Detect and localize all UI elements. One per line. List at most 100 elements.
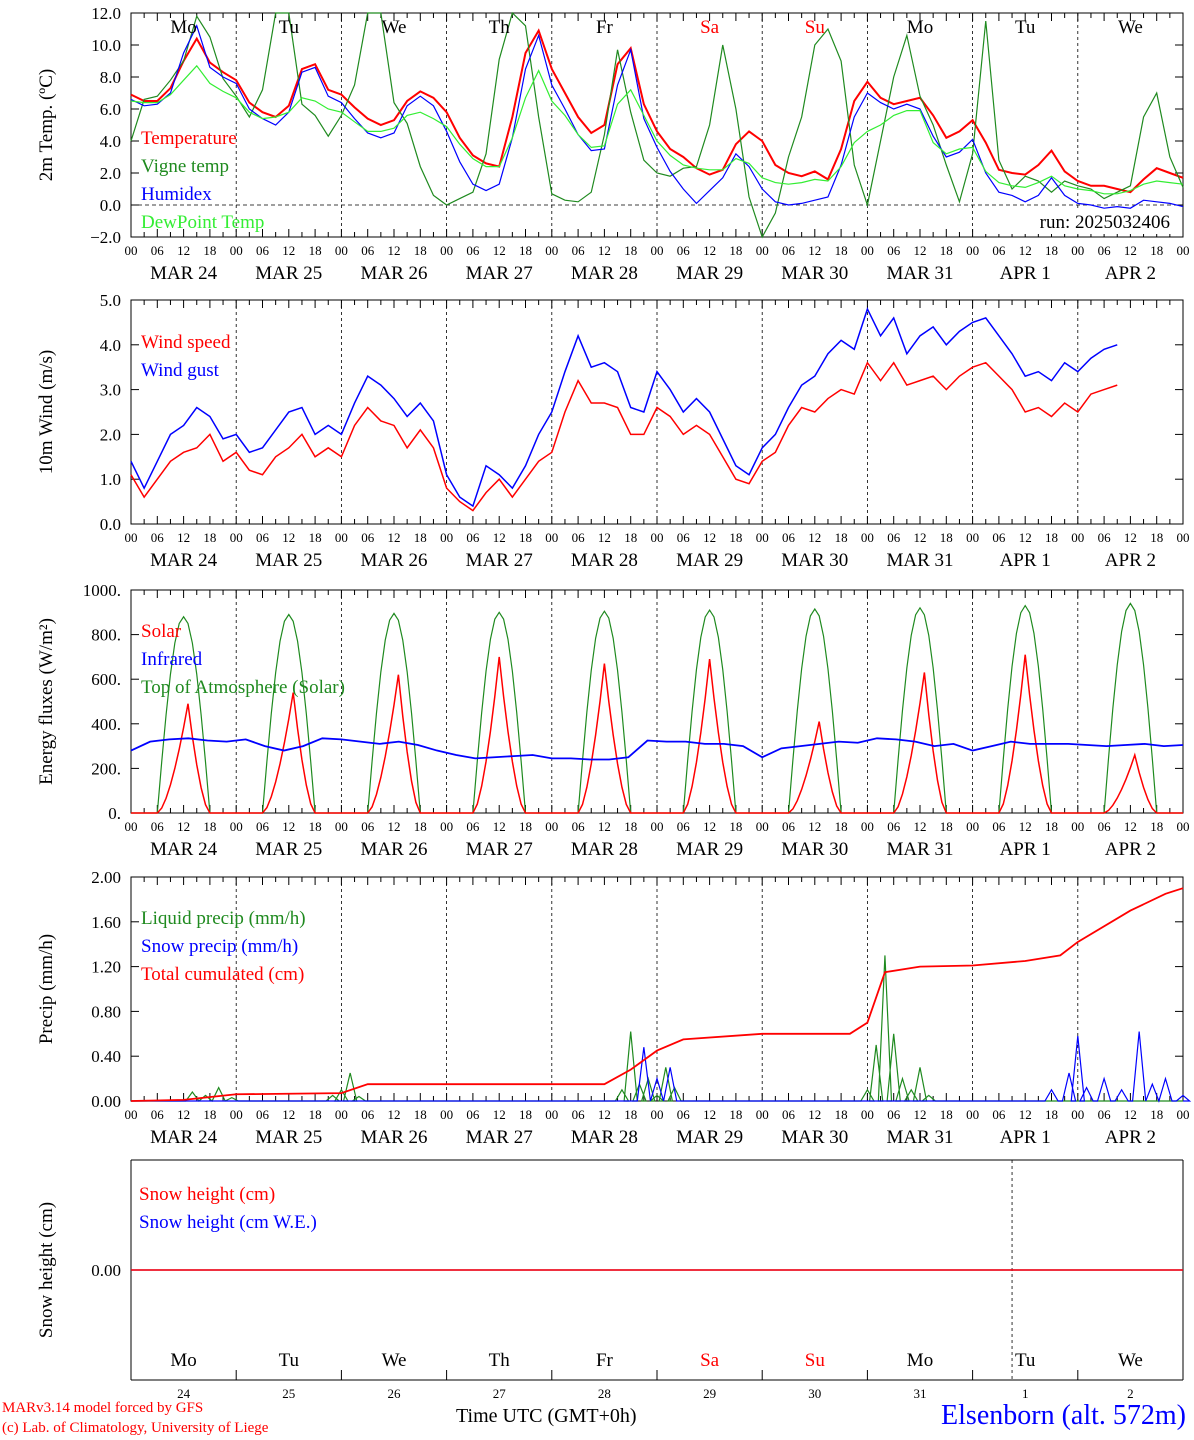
weekday-label: We [382, 17, 407, 38]
hour-tick-label: 12 [914, 819, 927, 834]
hour-tick-label: 18 [1150, 819, 1163, 834]
hour-tick-label: 12 [703, 530, 716, 545]
hour-tick-label: 12 [914, 243, 927, 258]
date-label: MAR 28 [571, 550, 638, 571]
series-line-infrared [130, 737, 1184, 761]
legend-entry: Liquid precip (mm/h) [141, 908, 306, 929]
weekday-label: Tu [1015, 17, 1036, 38]
hour-tick-label: 00 [966, 530, 979, 545]
hour-tick-label: 00 [861, 530, 874, 545]
hour-tick-label: 06 [887, 819, 901, 834]
y-tick-label: 4.0 [100, 132, 121, 151]
hour-tick-label: 18 [414, 1107, 427, 1122]
hour-tick-label: 12 [388, 243, 401, 258]
hour-tick-label: 00 [1177, 1107, 1190, 1122]
hour-tick-label: 00 [756, 819, 769, 834]
hour-tick-label: 06 [887, 243, 901, 258]
hour-tick-label: 06 [992, 530, 1006, 545]
hour-tick-label: 18 [1045, 819, 1058, 834]
hour-tick-label: 12 [282, 243, 295, 258]
date-label: MAR 26 [360, 839, 427, 860]
hour-tick-label: 12 [1124, 243, 1137, 258]
legend-entry: Snow height (cm W.E.) [139, 1212, 317, 1233]
hour-tick-label: 00 [440, 530, 453, 545]
hour-tick-label: 00 [1071, 530, 1084, 545]
hour-tick-label: 18 [835, 819, 848, 834]
weekday-label: Fr [596, 17, 614, 38]
weekday-label: Mo [907, 1350, 933, 1371]
series-line-liquid-precip [131, 955, 1183, 1102]
day-number: 2 [1127, 1386, 1134, 1401]
date-label: MAR 29 [676, 1127, 743, 1148]
date-label: MAR 26 [360, 1127, 427, 1148]
x-axis-title: Time UTC (GMT+0h) [456, 1405, 637, 1427]
hour-tick-label: 06 [992, 243, 1006, 258]
hour-tick-label: 00 [651, 530, 664, 545]
hour-tick-label: 06 [466, 819, 480, 834]
hour-tick-label: 12 [598, 1107, 611, 1122]
hour-tick-label: 06 [677, 1107, 691, 1122]
hour-tick-label: 18 [1045, 530, 1058, 545]
hour-tick-label: 00 [335, 819, 348, 834]
hour-tick-label: 06 [151, 819, 165, 834]
hour-tick-label: 12 [703, 243, 716, 258]
y-tick-label: 0.0 [100, 515, 121, 534]
hour-tick-label: 18 [624, 243, 637, 258]
weekday-label: Tu [279, 1350, 300, 1371]
hour-tick-label: 18 [835, 243, 848, 258]
hour-tick-label: 06 [782, 530, 796, 545]
date-label: MAR 25 [255, 550, 322, 571]
hour-tick-label: 06 [466, 243, 480, 258]
date-label: MAR 31 [886, 263, 953, 284]
hour-tick-label: 00 [651, 1107, 664, 1122]
hour-tick-label: 06 [677, 243, 691, 258]
day-number: 29 [703, 1386, 716, 1401]
hour-tick-label: 12 [1124, 1107, 1137, 1122]
date-label: APR 1 [1000, 839, 1051, 860]
hour-tick-label: 06 [1098, 819, 1112, 834]
y-tick-label: 0. [108, 804, 121, 823]
hour-tick-label: 18 [624, 819, 637, 834]
hour-tick-label: 00 [1177, 819, 1190, 834]
hour-tick-label: 06 [992, 819, 1006, 834]
legend-entry: Top of Atmosphere (Solar) [141, 677, 345, 698]
y-tick-label: 0.00 [91, 1261, 121, 1280]
hour-tick-label: 18 [203, 530, 216, 545]
legend-entry: Wind gust [141, 360, 220, 381]
date-label: MAR 29 [676, 550, 743, 571]
y-axis-label: 10m Wind (m/s) [36, 350, 57, 475]
hour-tick-label: 18 [519, 819, 532, 834]
date-label: APR 1 [1000, 550, 1051, 571]
series-line-snow-precip [131, 1031, 1192, 1103]
hour-tick-label: 06 [1098, 530, 1112, 545]
hour-tick-label: 00 [125, 1107, 138, 1122]
hour-tick-label: 00 [1177, 243, 1190, 258]
date-label: MAR 29 [676, 839, 743, 860]
hour-tick-label: 18 [729, 530, 742, 545]
hour-tick-label: 00 [756, 1107, 769, 1122]
hour-tick-label: 00 [545, 243, 558, 258]
y-tick-label: 12.0 [91, 4, 121, 23]
hour-tick-label: 06 [782, 243, 796, 258]
weekday-label: Su [805, 1350, 826, 1371]
hour-tick-label: 00 [966, 1107, 979, 1122]
hour-tick-label: 06 [256, 1107, 270, 1122]
hour-tick-label: 18 [519, 243, 532, 258]
day-number: 28 [598, 1386, 611, 1401]
y-tick-label: 0.0 [100, 196, 121, 215]
hour-tick-label: 06 [466, 530, 480, 545]
weekday-label: Tu [279, 17, 300, 38]
hour-tick-label: 00 [1071, 1107, 1084, 1122]
hour-tick-label: 18 [624, 1107, 637, 1122]
date-label: APR 2 [1105, 1127, 1156, 1148]
hour-tick-label: 18 [835, 1107, 848, 1122]
hour-tick-label: 18 [1150, 530, 1163, 545]
hour-tick-label: 12 [808, 530, 821, 545]
weekday-label: Sa [700, 1350, 720, 1371]
credit-lab: (c) Lab. of Climatology, University of L… [2, 1420, 269, 1436]
run-label: run: 2025032406 [1040, 212, 1170, 233]
date-label: MAR 31 [886, 550, 953, 571]
hour-tick-label: 00 [545, 1107, 558, 1122]
weekday-label: Th [489, 17, 511, 38]
